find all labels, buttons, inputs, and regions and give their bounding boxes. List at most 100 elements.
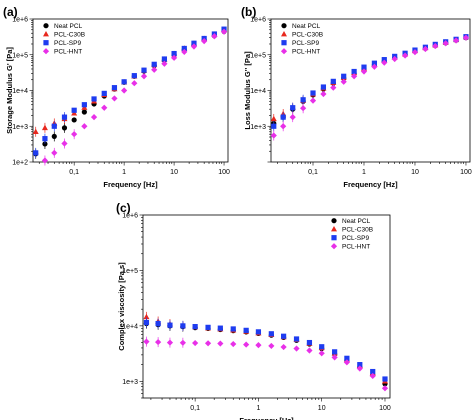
data-point	[230, 340, 237, 348]
data-point	[71, 107, 77, 113]
data-point	[343, 359, 350, 366]
y-tick-label: 1e+5	[250, 52, 266, 59]
series-pcl-hnt	[143, 336, 389, 392]
panel-c: (c) 0,1 1 10 100 1e+3 1e+4 1e+5 1e+6 Frequency [H…	[116, 201, 391, 420]
data-point	[101, 104, 108, 111]
data-point	[289, 114, 296, 121]
data-point	[300, 105, 307, 112]
data-point	[319, 344, 325, 350]
y-tick-label: 1e+4	[12, 88, 28, 95]
x-tick-label: 1	[256, 405, 260, 412]
data-point	[462, 34, 470, 41]
series-pcl-sp9	[143, 317, 388, 382]
legend-entry: PCL-HNT	[342, 244, 370, 251]
data-point	[318, 350, 325, 357]
legend-entry: PCL-HNT	[292, 49, 320, 56]
legend-entry: Neat PCL	[54, 23, 83, 30]
data-point	[179, 339, 186, 346]
x-tick-label: 10	[170, 169, 178, 176]
data-point	[306, 339, 313, 346]
data-point	[143, 338, 150, 345]
data-point	[81, 102, 87, 108]
data-point	[357, 362, 363, 368]
data-point	[167, 322, 173, 328]
x-tick-label: 0,1	[69, 169, 79, 176]
y-axis-label: Complex viscosity [Pa.s]	[117, 262, 126, 351]
data-point	[411, 49, 419, 56]
panel-label: (a)	[3, 5, 18, 19]
data-point	[281, 333, 287, 339]
plot-frame	[142, 214, 391, 399]
y-axis-label: Loss Modulus G'' [Pa]	[243, 51, 252, 130]
data-point	[190, 43, 198, 50]
x-tick-label: 10	[411, 169, 419, 176]
data-point	[351, 73, 358, 80]
x-tick-label: 10	[318, 405, 326, 412]
x-axis-label: Frequency [Hz]	[103, 180, 158, 189]
data-point	[71, 117, 77, 123]
data-point	[143, 313, 150, 320]
data-point	[42, 136, 48, 142]
data-point	[293, 336, 300, 342]
panel-label: (b)	[241, 5, 256, 19]
legend-marker	[330, 243, 338, 250]
data-point	[344, 355, 350, 361]
data-point	[332, 349, 338, 355]
data-point	[121, 87, 128, 94]
data-point	[217, 325, 223, 331]
y-tick-label: 1e+3	[250, 124, 266, 131]
data-point	[111, 95, 118, 102]
data-point	[155, 338, 162, 346]
y-tick-label: 1e+6	[12, 17, 28, 24]
data-point	[230, 326, 236, 332]
data-point	[155, 320, 161, 327]
data-point	[452, 37, 460, 44]
legend-entry: PCL-HNT	[54, 49, 82, 56]
data-point	[33, 150, 39, 156]
data-point	[41, 124, 48, 131]
data-point	[131, 73, 137, 79]
legend-marker	[331, 218, 337, 224]
legend-marker	[42, 48, 50, 55]
data-point	[131, 80, 138, 87]
data-point	[61, 140, 68, 147]
data-point	[382, 376, 388, 382]
data-point	[361, 64, 367, 70]
data-point	[41, 157, 49, 164]
data-point	[211, 33, 218, 40]
data-point	[171, 50, 177, 57]
data-point	[192, 339, 199, 347]
data-point	[371, 60, 377, 66]
data-point	[306, 347, 313, 354]
data-point	[81, 123, 88, 130]
legend-marker	[43, 23, 49, 29]
legend-entry: PCL-SP9	[292, 40, 319, 47]
data-point	[370, 368, 376, 375]
data-point	[290, 105, 296, 111]
y-tick-label: 1e+3	[12, 124, 28, 131]
data-point	[101, 90, 107, 96]
x-tick-label: 100	[460, 169, 472, 176]
data-point	[369, 372, 376, 380]
data-point	[220, 28, 228, 35]
legend-entry: Neat PCL	[292, 23, 321, 30]
data-point	[90, 114, 98, 121]
data-point	[161, 60, 168, 67]
x-tick-label: 100	[218, 169, 230, 176]
legend-marker	[281, 31, 287, 37]
data-point	[255, 329, 262, 335]
data-point	[268, 342, 275, 350]
x-tick-label: 1	[122, 169, 126, 176]
data-point	[360, 68, 368, 75]
series-pcl-hnt	[41, 28, 228, 166]
legend-marker	[43, 31, 49, 37]
series-neat-pcl	[143, 318, 388, 387]
panel-label: (c)	[116, 201, 131, 215]
x-tick-label: 0,1	[308, 169, 318, 176]
data-point	[381, 385, 389, 392]
data-point	[432, 42, 439, 50]
data-point	[51, 123, 57, 129]
legend-entry: PCL-C30B	[54, 32, 85, 39]
